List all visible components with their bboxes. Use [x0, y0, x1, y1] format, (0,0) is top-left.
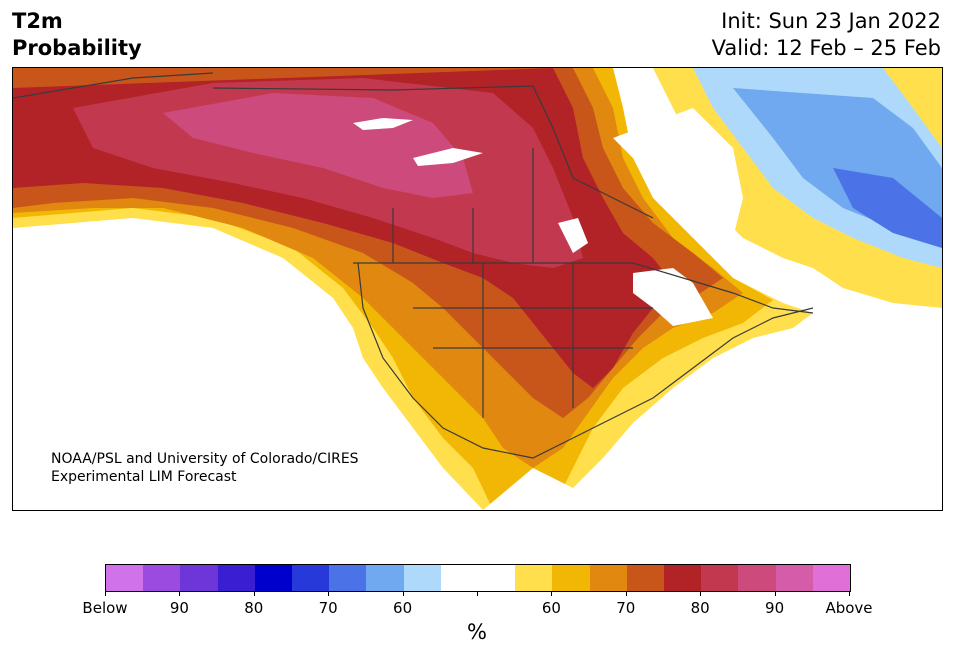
colorbar-swatch: [589, 565, 627, 591]
colorbar-tick: [179, 591, 181, 596]
colorbar-swatch: [515, 565, 553, 591]
colorbar-swatch: [180, 565, 218, 591]
init-date: Init: Sun 23 Jan 2022: [721, 9, 941, 33]
colorbar-tick: [774, 591, 776, 596]
colorbar-tick-label: Above: [825, 599, 873, 617]
colorbar-swatch: [217, 565, 255, 591]
valid-range: Valid: 12 Feb – 25 Feb: [711, 36, 941, 60]
colorbar-swatch: [106, 565, 144, 591]
forecast-map: NOAA/PSL and University of Colorado/CIRE…: [12, 67, 943, 511]
colorbar-tick: [328, 591, 330, 596]
colorbar-tick-label: 70: [616, 599, 636, 617]
colorbar-swatch: [664, 565, 702, 591]
colorbar-swatch: [812, 565, 851, 591]
colorbar-tick: [253, 591, 255, 596]
colorbar-tick-label: 60: [393, 599, 413, 617]
map-credit: NOAA/PSL and University of Colorado/CIRE…: [51, 450, 359, 486]
colorbar-tick-label: 80: [690, 599, 710, 617]
colorbar-tick: [477, 591, 478, 596]
colorbar-swatch: [292, 565, 330, 591]
colorbar-tick-label: 90: [765, 599, 785, 617]
probability-map-graphic: [13, 68, 942, 510]
colorbar-tick: [625, 591, 627, 596]
colorbar-swatch: [366, 565, 404, 591]
colorbar-swatch: [738, 565, 776, 591]
colorbar-tick-label: 90: [169, 599, 189, 617]
title-line-2: Probability: [12, 36, 142, 60]
colorbar-tick: [849, 591, 850, 596]
colorbar-swatch: [775, 565, 813, 591]
colorbar-swatch: [552, 565, 590, 591]
colorbar-swatch: [143, 565, 181, 591]
colorbar-tick-label: 80: [244, 599, 264, 617]
colorbar-swatch: [626, 565, 665, 591]
colorbar-swatch: [254, 565, 293, 591]
colorbar-tick: [402, 591, 404, 596]
credit-line-2: Experimental LIM Forecast: [51, 469, 237, 485]
colorbar-tick-label: Below: [82, 599, 128, 617]
colorbar-tick: [700, 591, 702, 596]
map-title: T2m Probability: [12, 8, 142, 62]
colorbar-swatch: [403, 565, 441, 591]
colorbar-tick-label: 60: [541, 599, 561, 617]
colorbar-tick-label: 70: [318, 599, 338, 617]
colorbar-swatch: [478, 565, 516, 591]
forecast-dates: Init: Sun 23 Jan 2022 Valid: 12 Feb – 25…: [712, 8, 941, 62]
colorbar-swatch: [329, 565, 367, 591]
credit-line-1: NOAA/PSL and University of Colorado/CIRE…: [51, 451, 359, 467]
colorbar-unit: %: [467, 620, 487, 644]
colorbar-tick: [551, 591, 553, 596]
colorbar-swatch: [701, 565, 739, 591]
colorbar-swatch: [440, 565, 479, 591]
title-line-1: T2m: [12, 9, 63, 33]
colorbar-tick: [105, 591, 106, 596]
colorbar: [105, 564, 851, 592]
